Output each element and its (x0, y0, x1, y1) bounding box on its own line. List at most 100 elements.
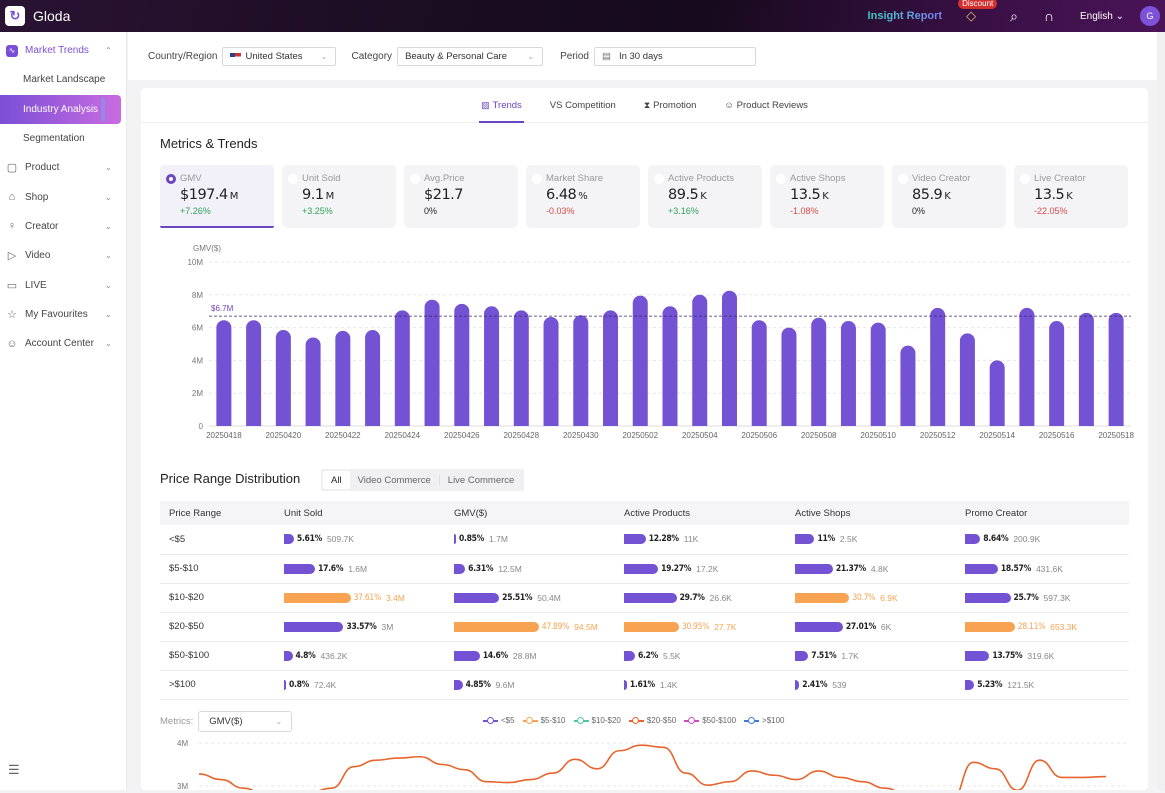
metric-value: 13.5 K (790, 187, 884, 203)
metric-card-gmv[interactable]: GMV $197.4 M +7.26% (160, 165, 274, 228)
chevron-down-icon: ⌄ (275, 717, 283, 726)
share-percent: 37.61% (353, 592, 382, 603)
metrics-select[interactable]: GMV($) ⌄ (198, 711, 293, 732)
radio-icon[interactable] (898, 174, 908, 184)
radio-icon[interactable] (1020, 174, 1030, 184)
tab-vs-competition[interactable]: VS Competition (550, 88, 616, 123)
metric-unit: % (578, 191, 588, 202)
calendar-icon: ▤ (601, 50, 611, 62)
legend-item[interactable]: $20-$50 (628, 716, 676, 725)
legend-item[interactable]: <$5 (483, 716, 515, 725)
sidebar-item-label: Market Trends (25, 45, 89, 57)
metric-card-active-shops[interactable]: Active Shops 13.5 K -1.08% (770, 165, 884, 228)
share-value: 539 (832, 679, 847, 690)
share-percent: 13.75% (992, 650, 1023, 661)
tab-trends[interactable]: ▨ Trends (479, 88, 524, 123)
legend-item[interactable]: $10-$20 (573, 716, 621, 725)
radio-icon[interactable] (288, 174, 298, 184)
category-select[interactable]: Beauty & Personal Care ⌄ (397, 46, 544, 66)
discount-button[interactable]: ◇ Discount (958, 0, 998, 26)
metric-label: Avg.Price (424, 173, 465, 184)
language-selector[interactable]: English ⌄ (1080, 11, 1124, 22)
metric-card-market-share[interactable]: Market Share 6.48% -0.03% (526, 165, 640, 228)
insight-report-link[interactable]: Insight Report (867, 10, 943, 22)
share-value: 1.7M (489, 534, 508, 545)
share-cell: 17.6% 1.6M (275, 554, 445, 584)
radio-icon[interactable] (166, 174, 176, 184)
sidebar-subitem-segmentation[interactable]: Segmentation (23, 133, 85, 145)
metric-card-live-creator[interactable]: Live Creator 13.5 K -22.05% (1014, 165, 1128, 228)
sidebar-item-product[interactable]: ▢ Product ⌄ (0, 153, 126, 182)
x-tick-label: 20250508 (801, 431, 837, 440)
page-scrollbar[interactable] (1157, 32, 1165, 790)
metrics-trends-title: Metrics & Trends (160, 136, 258, 151)
period-picker[interactable]: ▤ In 30 days (593, 46, 756, 66)
metric-card-unit-sold[interactable]: Unit Sold 9.1 M +3.25% (282, 165, 396, 228)
metric-card-video-creator[interactable]: Video Creator 85.9 K 0% (892, 165, 1006, 228)
legend-item[interactable]: $50-$100 (684, 716, 736, 725)
bar-20250422 (335, 330, 351, 426)
sidebar-item-video[interactable]: ▷ Video ⌄ (0, 241, 126, 270)
x-tick-label: 20250506 (741, 431, 777, 440)
price-range-cell: $20-$50 (160, 612, 275, 642)
price-range-cell: $5-$10 (160, 554, 275, 584)
sidebar-item-label: LIVE (25, 279, 47, 291)
bar-20250429 (543, 316, 559, 426)
share-percent: 0.85% (459, 534, 485, 545)
collapse-sidebar-icon[interactable]: ☰ (8, 762, 20, 777)
segment-live-commerce[interactable]: Live Commerce (447, 474, 515, 486)
radio-icon[interactable] (532, 174, 542, 184)
sidebar-subitem-market-landscape[interactable]: Market Landscape (23, 74, 106, 86)
x-tick-label: 20250422 (325, 431, 361, 440)
tab-promotion[interactable]: ⧗ Promotion (644, 88, 697, 123)
x-tick-label: 20250510 (860, 431, 896, 440)
chevron-down-icon: ⌄ (105, 221, 112, 231)
share-percent: 33.57% (346, 621, 377, 632)
share-value: 6K (880, 621, 892, 632)
share-percent: 4.8% (295, 650, 316, 661)
review-icon: ☺ (724, 100, 734, 110)
sidebar-item-shop[interactable]: ⌂ Shop ⌄ (0, 182, 126, 211)
share-cell: 1.61% 1.4K (615, 670, 786, 700)
segment-all[interactable]: All (323, 471, 350, 489)
metric-card-avg-price[interactable]: Avg.Price $21.7 0% (404, 165, 518, 228)
metric-card-active-products[interactable]: Active Products 89.5 K +3.16% (648, 165, 762, 228)
metric-number: $197.4 (180, 187, 228, 203)
share-bar (624, 650, 635, 661)
x-tick-label: 20250428 (503, 431, 539, 440)
sidebar-item-live[interactable]: ▭ LIVE ⌄ (0, 270, 126, 299)
share-bar (454, 563, 466, 574)
radio-icon[interactable] (410, 174, 420, 184)
sidebar-item-my-favourites[interactable]: ☆ My Favourites ⌄ (0, 300, 126, 329)
tab-product-reviews[interactable]: ☺ Product Reviews (724, 88, 807, 123)
country-select[interactable]: United States ⌄ (222, 46, 337, 66)
diamond-icon: ◇ (966, 8, 977, 23)
logo[interactable]: ↻ Gloda (5, 6, 70, 26)
avatar[interactable]: G (1140, 6, 1160, 26)
metric-label: Active Shops (790, 173, 846, 184)
sidebar-subitem-industry-analysis[interactable]: Industry Analysis (0, 94, 121, 124)
y-tick-label: 0 (199, 422, 204, 431)
metric-value: 6.48% (546, 187, 640, 203)
metric-cards: GMV $197.4 M +7.26% Unit Sold 9.1 M +3.25% Avg.P… (160, 165, 1128, 228)
segment-video-commerce[interactable]: Video Commerce (357, 474, 431, 486)
bar-20250424 (394, 310, 410, 426)
headset-icon[interactable]: ∩ (1043, 8, 1055, 24)
legend-label: $5-$10 (540, 716, 566, 725)
radio-icon[interactable] (654, 174, 664, 184)
share-bar (624, 534, 646, 545)
sidebar-item-account-center[interactable]: ☺ Account Center ⌄ (0, 329, 126, 358)
radio-icon[interactable] (776, 174, 786, 184)
smile-icon: ☺ (6, 337, 18, 350)
legend-item[interactable]: $5-$10 (522, 716, 566, 725)
sidebar-item-creator[interactable]: ♀ Creator ⌄ (0, 212, 126, 241)
sidebar-item-market-trends[interactable]: ∿ Market Trends ⌃ (0, 36, 126, 65)
search-icon[interactable]: ⌕ (1010, 7, 1018, 24)
x-tick-label: 20250514 (979, 431, 1015, 440)
legend-label: $10-$20 (591, 716, 621, 725)
legend-label: <$5 (501, 716, 515, 725)
share-percent: 1.61% (629, 679, 655, 690)
promotion-icon: ⧗ (643, 99, 651, 110)
share-cell: 2.41% 539 (786, 670, 956, 700)
legend-item[interactable]: >$100 (744, 716, 785, 725)
